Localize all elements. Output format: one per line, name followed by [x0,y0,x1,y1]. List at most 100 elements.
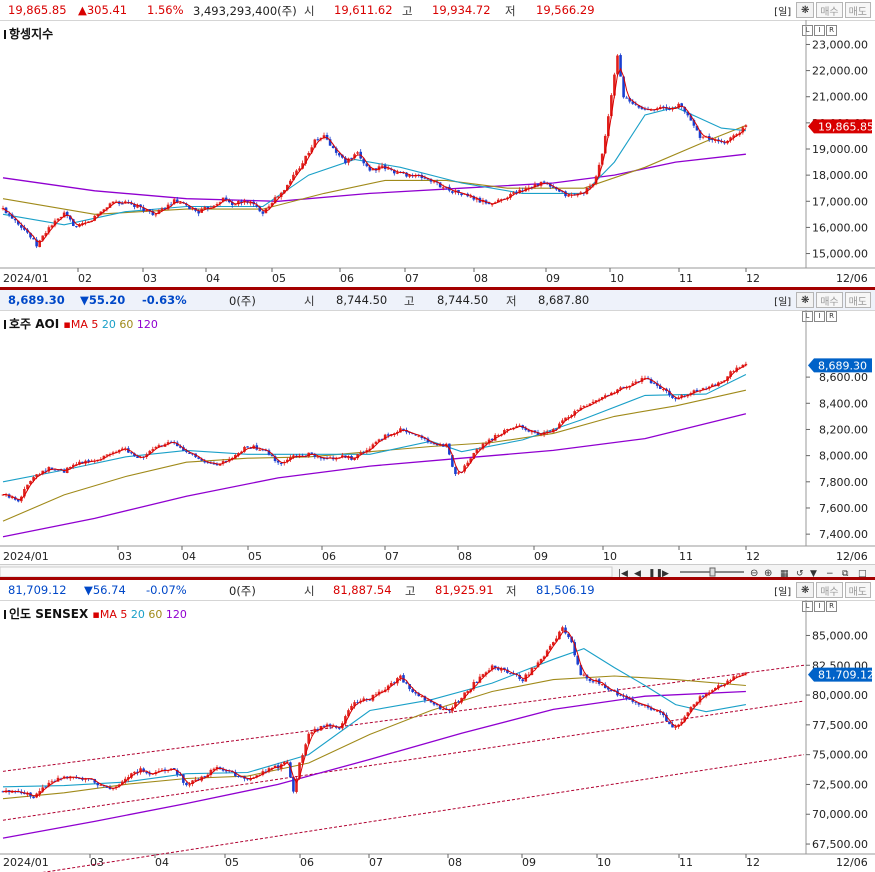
candle-body [240,201,243,204]
candle-body [634,701,638,703]
restore-icon[interactable]: ⧉ [842,569,849,579]
navigator-track[interactable] [0,566,613,578]
candle-body [133,203,136,208]
scale-ratio-icon[interactable]: R [826,311,837,322]
ma5-line [2,630,747,797]
scale-log-icon[interactable]: L [802,311,813,322]
scale-ratio-icon[interactable]: R [826,25,837,36]
candle-body [493,202,497,204]
scale-inverse-icon[interactable]: I [814,601,825,612]
settings-icon[interactable]: ❋ [796,582,815,598]
candle-body [466,462,469,466]
candle-body [99,211,103,215]
candle-body [561,627,564,631]
nav-back-icon[interactable]: ◀ [634,569,641,579]
candle-body [292,455,295,457]
candle-body [579,407,583,411]
grid-icon[interactable]: ▦ [780,569,789,579]
candle-body [414,434,418,436]
panel-aoi: 8,689.30 ▼55.20 -0.63% 0(주) 시 8,744.50 고… [0,290,875,580]
candle-body [732,371,735,373]
marker-icon[interactable]: ▼ [810,569,817,579]
maximize-icon[interactable]: □ [858,569,867,579]
scale-log-icon[interactable]: L [802,601,813,612]
sell-button[interactable]: 매도 [844,2,871,18]
candle-body [524,427,528,430]
candle-body [191,453,194,455]
settings-icon[interactable]: ❋ [796,2,815,18]
candle-body [698,696,702,703]
candles [1,361,748,503]
ma5-line [3,364,747,500]
candle-body [625,97,628,99]
scale-inverse-icon[interactable]: I [814,25,825,36]
scale-log-icon[interactable]: L [802,25,813,36]
candle-body [600,684,604,686]
volume: 0(주) [229,294,256,308]
candle-body [597,164,601,177]
ma120-legend: 120 [136,318,158,331]
candle-body [10,791,14,793]
buy-button[interactable]: 매수 [816,292,843,308]
zoom-slider-handle[interactable] [709,567,716,577]
candle-body [362,158,366,164]
candle-body [692,119,696,126]
scale-inverse-icon[interactable]: I [814,311,825,322]
candle-body [347,158,350,163]
candle-body [120,448,124,450]
sell-button[interactable]: 매도 [844,582,871,598]
period-button[interactable]: [일] [774,6,792,18]
minimize-icon[interactable]: − [826,569,834,579]
candle-body [341,455,344,458]
settings-icon[interactable]: ❋ [796,292,815,308]
nav-pause-icon[interactable]: ❚❚ [648,569,663,579]
last-price-tag-label: 19,865.85 [818,120,874,133]
scale-ratio-icon[interactable]: R [826,601,837,612]
candle-body [298,168,301,171]
candle-body [127,777,130,780]
candle-body [619,387,622,390]
candle-body [301,163,304,169]
zoom-in-icon[interactable]: ⊕ [764,568,772,579]
buy-button[interactable]: 매수 [816,582,843,598]
buy-button[interactable]: 매수 [816,2,843,18]
candle-body [469,458,473,463]
candle-body [175,442,179,447]
reset-icon[interactable]: ↺ [796,569,804,579]
sell-button[interactable]: 매도 [844,292,871,308]
x-tick-label: 2024/01 [3,550,49,563]
candle-body [81,223,84,225]
candle-body [396,172,399,174]
period-button[interactable]: [일] [774,586,792,598]
candle-body [426,699,430,701]
candle-body [463,692,466,699]
candle-body [493,665,497,668]
candle-body [441,709,445,711]
ma60-legend: 60 [119,318,134,331]
candle-body [429,442,433,444]
candle-body [490,665,494,670]
nav-prev-icon[interactable]: |◀ [618,569,628,579]
candle-body [732,135,735,138]
candle-body [194,779,197,781]
zoom-out-icon[interactable]: ⊖ [750,568,758,579]
ma20-legend: 20 [101,318,116,331]
candle-body [203,207,207,209]
candle-body [475,449,479,454]
candle-body [460,193,463,196]
candle-body [221,197,225,202]
candle-body [10,214,14,219]
candle-body [658,711,662,713]
candle-body [710,690,714,692]
candle-body [203,460,207,463]
candle-body [396,431,399,434]
candle-body [26,484,29,490]
nav-forward-icon[interactable]: ▶ [662,569,669,579]
candle-body [353,702,356,707]
candle-body [420,695,424,697]
candle-body [652,382,656,384]
period-button[interactable]: [일] [774,296,792,308]
